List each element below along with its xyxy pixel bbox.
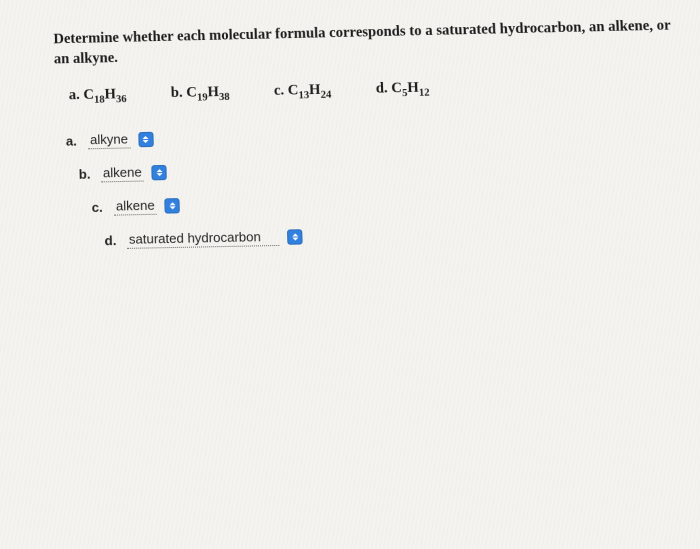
subscript: 13: [298, 90, 309, 101]
subscript: 36: [116, 94, 127, 105]
formula-label: a.: [69, 87, 80, 103]
question-text: Determine whether each molecular formula…: [53, 16, 683, 69]
formula-label: d.: [375, 80, 387, 96]
answer-row-c: c. alkene: [67, 187, 689, 217]
stepper-icon[interactable]: [152, 165, 168, 180]
answer-value[interactable]: alkene: [101, 164, 144, 182]
subscript: 12: [419, 87, 430, 98]
answer-row-d: d. saturated hydrocarbon: [68, 221, 691, 250]
element-h: H: [407, 80, 419, 96]
answer-row-a: a. alkyne: [66, 120, 687, 150]
element-c: C: [391, 80, 402, 96]
subscript: 38: [219, 92, 230, 103]
element-h: H: [309, 82, 321, 98]
answer-row-b: b. alkene: [66, 153, 687, 183]
stepper-icon[interactable]: [165, 198, 181, 214]
formula-d: d. C5H12: [375, 80, 429, 100]
stepper-icon[interactable]: [287, 229, 303, 245]
answer-label: c.: [92, 199, 115, 215]
element-c: C: [186, 85, 197, 101]
element-c: C: [83, 87, 94, 103]
answer-label: a.: [66, 133, 89, 149]
answer-label: b.: [79, 166, 102, 182]
subscript: 24: [320, 90, 331, 101]
formula-row: a. C18H36 b. C19H38 c. C13H24 d. C5H12: [55, 74, 685, 107]
stepper-icon[interactable]: [138, 132, 154, 147]
answer-value[interactable]: alkene: [114, 198, 157, 216]
formula-b: b. C19H38: [171, 84, 230, 104]
element-h: H: [104, 86, 116, 102]
formula-c: c. C13H24: [274, 82, 332, 102]
worksheet-page: Determine whether each molecular formula…: [0, 0, 700, 549]
subscript: 19: [197, 92, 208, 103]
answer-value[interactable]: saturated hydrocarbon: [127, 229, 280, 249]
answer-label: d.: [104, 233, 127, 249]
formula-a: a. C18H36: [69, 86, 127, 106]
element-c: C: [288, 82, 299, 98]
answer-value[interactable]: alkyne: [88, 131, 130, 149]
formula-label: c.: [274, 83, 285, 99]
element-h: H: [207, 84, 219, 100]
formula-label: b.: [171, 85, 183, 101]
answers-block: a. alkyne b. alkene c. alkene d. saturat…: [56, 120, 691, 251]
